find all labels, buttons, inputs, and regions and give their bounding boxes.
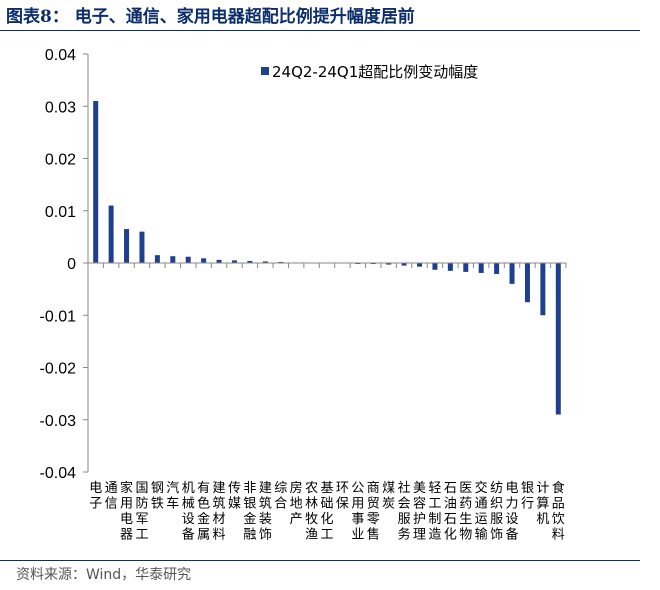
x-category-label: 社会服务 (398, 480, 411, 543)
x-category-label: 医药生物 (459, 481, 472, 543)
x-category-label: 环保 (336, 481, 349, 512)
bar (478, 263, 484, 273)
x-category-label: 房地产 (290, 480, 303, 527)
x-category-label: 电力设备 (506, 481, 519, 543)
bar (524, 263, 530, 303)
chart-title: 图表8： 电子、通信、家用电器超配比例提升幅度居前 (6, 7, 415, 27)
bar (555, 263, 561, 415)
bar (201, 258, 207, 263)
x-category-label: 家用电器 (120, 480, 133, 543)
bar (463, 263, 469, 272)
source-note: 资料来源：Wind，华泰研究 (16, 567, 192, 583)
bar (262, 261, 268, 263)
bar (247, 260, 253, 263)
bar (509, 263, 515, 284)
bar-chart: 0.04 0.03 0.02 0.01 0 -0.01 -0.02 -0.03 -0.04 电子… (40, 47, 567, 543)
footer-divider (0, 560, 640, 561)
x-category-label: 钢铁 (151, 481, 164, 512)
y-tick-label: 0.02 (45, 152, 76, 169)
x-category-label: 农林牧渔 (305, 481, 318, 543)
bar (540, 263, 546, 316)
bar (108, 205, 114, 263)
y-tick-label: 0 (67, 256, 76, 273)
x-category-label: 建筑装饰 (259, 481, 272, 543)
y-axis: 0.04 0.03 0.02 0.01 0 -0.01 -0.02 -0.03 -0.04 (40, 47, 89, 482)
y-tick-label: 0.04 (45, 47, 76, 64)
y-tick-label: 0.01 (45, 204, 76, 221)
bar (447, 263, 453, 271)
bar (139, 231, 145, 263)
y-tick-label: -0.04 (40, 465, 77, 482)
x-category-label: 综合 (274, 481, 287, 512)
bar (231, 260, 237, 263)
legend-label: 24Q2-24Q1超配比例变动幅度 (272, 63, 478, 81)
x-category-label: 美容护理 (413, 481, 426, 543)
bar (401, 263, 407, 266)
y-tick-label: -0.01 (40, 308, 77, 325)
y-tick-label: -0.03 (40, 413, 77, 430)
x-category-label: 石油石化 (444, 481, 457, 543)
bar (185, 256, 191, 263)
x-category-label: 传媒 (228, 481, 241, 512)
x-category-label: 基础化工 (320, 481, 333, 543)
x-category-label: 纺织服饰 (490, 481, 503, 543)
x-axis: 电子通信家用电器国防军工钢铁汽车机械设备有色金属建筑材料传媒非银金融建筑装饰综合… (87, 262, 567, 543)
bar (154, 255, 160, 263)
x-category-label: 商贸零售 (367, 481, 380, 543)
legend: 24Q2-24Q1超配比例变动幅度 (261, 63, 478, 81)
x-category-label: 机械设备 (182, 481, 195, 543)
bar (417, 263, 423, 267)
x-category-label: 银行 (521, 481, 534, 512)
y-tick-label: 0.03 (45, 99, 76, 116)
bar (170, 256, 176, 263)
legend-swatch (261, 67, 269, 75)
x-category-label: 有色金属 (197, 481, 210, 543)
x-category-label: 公用事业 (351, 481, 364, 543)
x-category-label: 通信 (105, 481, 118, 512)
x-category-label: 电子 (89, 481, 102, 512)
bar (93, 101, 99, 264)
x-category-label: 轻工制造 (428, 481, 441, 543)
x-category-label: 非银金融 (243, 481, 256, 543)
bar (386, 263, 392, 265)
bar (370, 263, 376, 265)
x-category-label: 计算机 (536, 481, 549, 527)
x-category-label: 建筑材料 (213, 481, 226, 543)
bar (278, 261, 284, 263)
x-category-label: 交通运输 (475, 480, 488, 543)
title-divider (0, 30, 640, 31)
bar (494, 263, 500, 274)
x-category-label: 煤炭 (382, 481, 395, 512)
bars (93, 101, 561, 415)
x-category-label: 国防军工 (135, 481, 148, 543)
bar (432, 263, 438, 270)
bar (216, 259, 222, 263)
x-category-label: 汽车 (166, 481, 179, 512)
bar (124, 229, 130, 263)
y-tick-label: -0.02 (40, 361, 77, 378)
x-category-label: 食品饮料 (552, 480, 565, 543)
